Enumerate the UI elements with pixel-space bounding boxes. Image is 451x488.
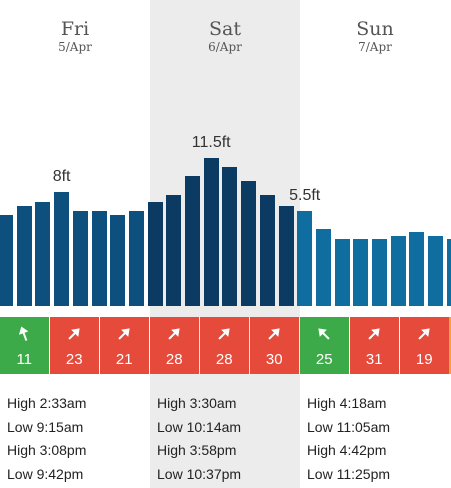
tide-bar[interactable] [372, 239, 387, 306]
tide-bar[interactable] [334, 239, 350, 306]
tide-bar[interactable] [353, 239, 369, 306]
arrow-icon [68, 328, 80, 340]
tide-time: Low 11:25pm [307, 465, 391, 482]
tide-bar[interactable] [278, 205, 294, 306]
arrow-icon [168, 328, 180, 340]
tide-time: Low 9:15am [7, 418, 84, 435]
tide-time: Low 9:42pm [7, 465, 84, 482]
tide-times: High 4:18am Low 11:05am High 4:42pm Low 11:… [307, 392, 390, 486]
arrow-icon [368, 328, 380, 340]
tide-bar[interactable] [35, 202, 51, 306]
arrow-icon [218, 328, 230, 340]
tide-bar[interactable] [428, 235, 444, 306]
day-header: Sun 7/Apr [300, 18, 450, 55]
tide-times: High 3:30am Low 10:14am High 3:58pm Low 10:… [157, 392, 241, 486]
tide-bar[interactable] [203, 158, 219, 306]
tide-time: High 4:18am [307, 395, 387, 411]
tide-bar[interactable] [297, 211, 313, 306]
tide-bar[interactable] [222, 167, 238, 306]
tide-bar[interactable] [128, 211, 144, 306]
day-header: Sat 6/Apr [150, 18, 300, 55]
tide-bar[interactable] [185, 175, 200, 306]
tide-bar[interactable] [16, 205, 32, 306]
wind-cell[interactable]: 28 [200, 317, 249, 374]
wind-cell[interactable]: 31 [350, 317, 399, 374]
arrow-icon [418, 328, 430, 340]
wind-cell[interactable]: 11 [0, 317, 49, 374]
tide-time: High 3:30am [157, 395, 237, 411]
day-date: 5/Apr [58, 40, 92, 54]
arrow-icon [268, 328, 280, 340]
tide-times: High 2:33am Low 9:15am High 3:08pm Low 9:42… [7, 392, 86, 486]
day-name: Fri [60, 18, 90, 40]
tide-time: Low 10:14am [157, 418, 242, 435]
wind-speed: 28 [215, 351, 233, 368]
tide-bar[interactable] [315, 228, 331, 306]
day-date: 6/Apr [208, 40, 242, 54]
tide-bar[interactable] [390, 235, 406, 306]
wind-speed: 21 [115, 351, 133, 368]
day-name: Sun [356, 18, 394, 40]
wind-cell[interactable]: 19 [400, 317, 449, 374]
arrow-icon [318, 328, 330, 340]
tide-bar[interactable] [409, 232, 425, 306]
wind-cell[interactable]: 25 [300, 317, 349, 374]
arrow-icon [118, 328, 130, 340]
tide-bar[interactable] [241, 181, 257, 306]
tide-bar[interactable] [54, 191, 70, 306]
tide-time: High 2:33am [7, 395, 87, 411]
tide-time: High 3:08pm [7, 442, 87, 458]
peak-height-label: 11.5ft [191, 134, 231, 152]
tide-bar[interactable] [446, 239, 451, 306]
wind-speed: 25 [315, 351, 333, 368]
tide-bar[interactable] [110, 214, 126, 306]
day-header: Fri 5/Apr [0, 18, 150, 55]
wind-speed: 28 [165, 351, 183, 368]
next-wind-cell-edge [449, 317, 451, 374]
tide-time: High 3:58pm [157, 442, 237, 458]
tide-bar[interactable] [0, 214, 13, 306]
arrow-icon [19, 326, 29, 341]
tide-bar[interactable] [91, 211, 107, 306]
wind-speed: 31 [365, 351, 383, 368]
peak-height-label: 5.5ft [289, 187, 321, 204]
wind-speed: 19 [415, 351, 433, 368]
tide-bar[interactable] [147, 202, 163, 306]
day-date: 7/Apr [358, 40, 392, 54]
wind-speed: 23 [65, 351, 83, 368]
wind-cell[interactable]: 30 [250, 317, 299, 374]
tide-time: Low 11:05am [307, 418, 391, 435]
wind-cell[interactable]: 23 [50, 317, 99, 374]
tide-time: Low 10:37pm [157, 465, 242, 482]
wind-speed: 30 [265, 351, 283, 368]
tide-bar[interactable] [72, 211, 88, 306]
tide-bar[interactable] [166, 195, 182, 306]
peak-height-label: 8ft [52, 167, 71, 185]
day-name: Sat [209, 18, 241, 40]
tide-time: High 4:42pm [307, 442, 387, 458]
tide-bar[interactable] [259, 195, 275, 306]
wind-cell[interactable]: 28 [150, 317, 199, 374]
wind-speed: 11 [16, 351, 33, 368]
wind-cell[interactable]: 21 [100, 317, 149, 374]
